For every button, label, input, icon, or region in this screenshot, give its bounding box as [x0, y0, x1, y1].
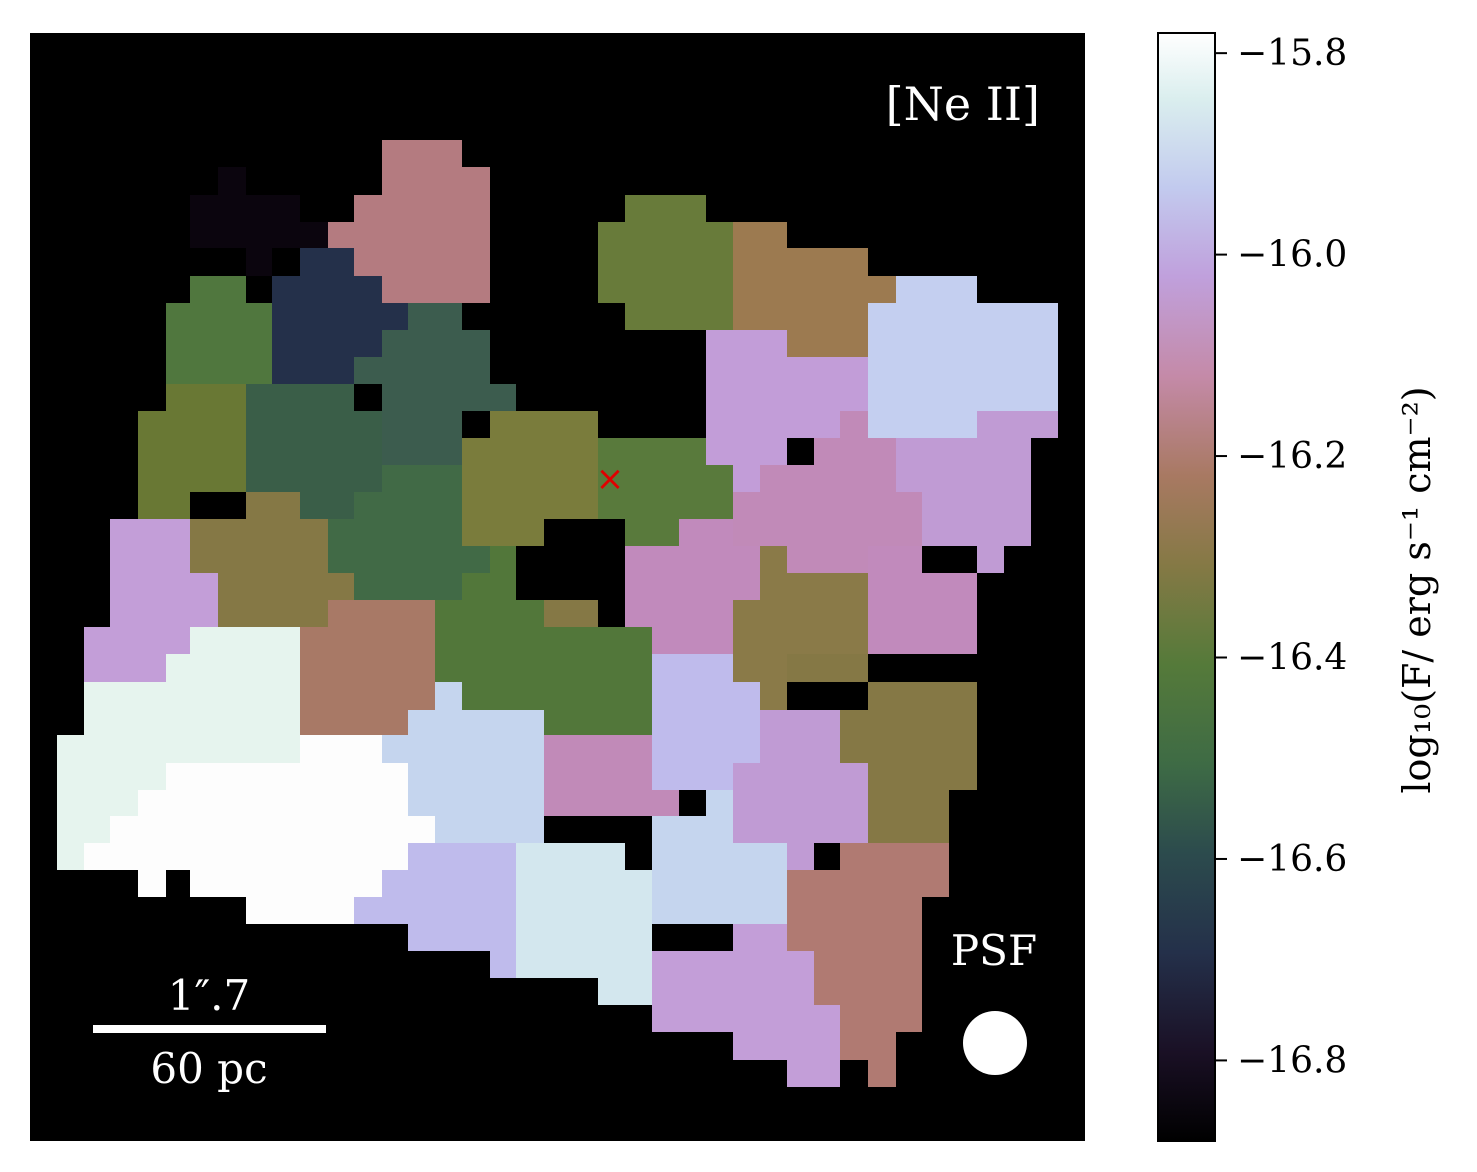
- map-bin: [166, 276, 272, 384]
- map-bin: [787, 843, 949, 1087]
- map-bin: [246, 384, 382, 519]
- map-bin: [733, 222, 896, 357]
- map-bin: [328, 140, 490, 303]
- map-bin: [138, 384, 246, 519]
- map-bin: [625, 519, 760, 654]
- colorbar-tick-label: −16.6: [1237, 839, 1347, 880]
- map-bin: [435, 546, 652, 735]
- map-bin: [787, 654, 977, 843]
- map-bin: [652, 924, 840, 1087]
- colorbar-tick-label: −16.0: [1237, 235, 1347, 276]
- map-bin: [328, 465, 490, 600]
- map-bin: [598, 195, 733, 330]
- center-marker: ×: [596, 459, 625, 499]
- map-bins: [57, 140, 1058, 1087]
- map-bin: [462, 411, 598, 573]
- map-bin: [544, 600, 598, 627]
- map-bin: [544, 735, 679, 816]
- psf-circle: [963, 1011, 1027, 1075]
- map-bin: [652, 654, 760, 790]
- map-bin: [190, 492, 354, 627]
- map-bin: [733, 411, 922, 573]
- colorbar-tick-label: −16.8: [1237, 1040, 1347, 1081]
- map-bin: [652, 790, 787, 924]
- map-bin: [733, 710, 868, 870]
- map-bin: [516, 843, 652, 1005]
- colorbar-tick-label: −16.2: [1237, 436, 1347, 477]
- map-bin: [300, 600, 435, 735]
- scale-bar-physical-label: 60 pc: [150, 1044, 267, 1093]
- colorbar: [1157, 32, 1216, 1142]
- map-bin: [868, 546, 977, 654]
- map-bin: [57, 735, 84, 843]
- map-bin: [272, 248, 408, 384]
- map-title: [Ne II]: [886, 77, 1040, 131]
- psf-label: PSF: [951, 926, 1037, 975]
- map-bin: [84, 519, 218, 682]
- scale-bar-angular-label: 1″.7: [168, 971, 250, 1020]
- colorbar-tick-label: −16.4: [1237, 638, 1347, 679]
- map-bin: [896, 411, 1058, 573]
- scale-bar: [93, 1025, 326, 1033]
- map-bin: [354, 843, 516, 978]
- map-bin: [382, 682, 544, 843]
- map-bin: [354, 303, 516, 465]
- map-bin: [868, 276, 1058, 438]
- colorbar-ticks: −15.8 −16.0 −16.2 −16.4 −16.6 −16.8: [1215, 33, 1347, 1081]
- map-bin: [190, 167, 328, 276]
- map-bin: [57, 627, 300, 870]
- map-bin: [706, 330, 868, 492]
- colorbar-label: log₁₀(F/ erg s⁻¹ cm⁻²): [1395, 386, 1439, 793]
- colorbar-tick-label: −15.8: [1237, 33, 1347, 74]
- map-bin: [84, 735, 435, 924]
